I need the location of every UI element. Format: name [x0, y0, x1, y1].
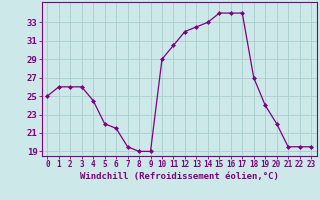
X-axis label: Windchill (Refroidissement éolien,°C): Windchill (Refroidissement éolien,°C) [80, 172, 279, 181]
